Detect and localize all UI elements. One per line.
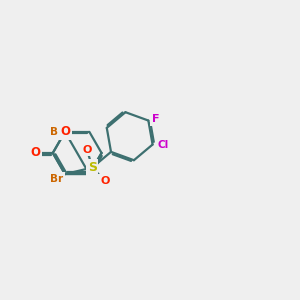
- Text: F: F: [152, 114, 159, 124]
- Text: Br: Br: [50, 173, 64, 184]
- Text: O: O: [30, 146, 40, 160]
- Text: O: O: [100, 176, 110, 186]
- Text: Cl: Cl: [158, 140, 169, 149]
- Text: S: S: [88, 161, 97, 174]
- Text: Br: Br: [50, 127, 64, 137]
- Text: O: O: [82, 145, 92, 155]
- Text: O: O: [60, 125, 70, 138]
